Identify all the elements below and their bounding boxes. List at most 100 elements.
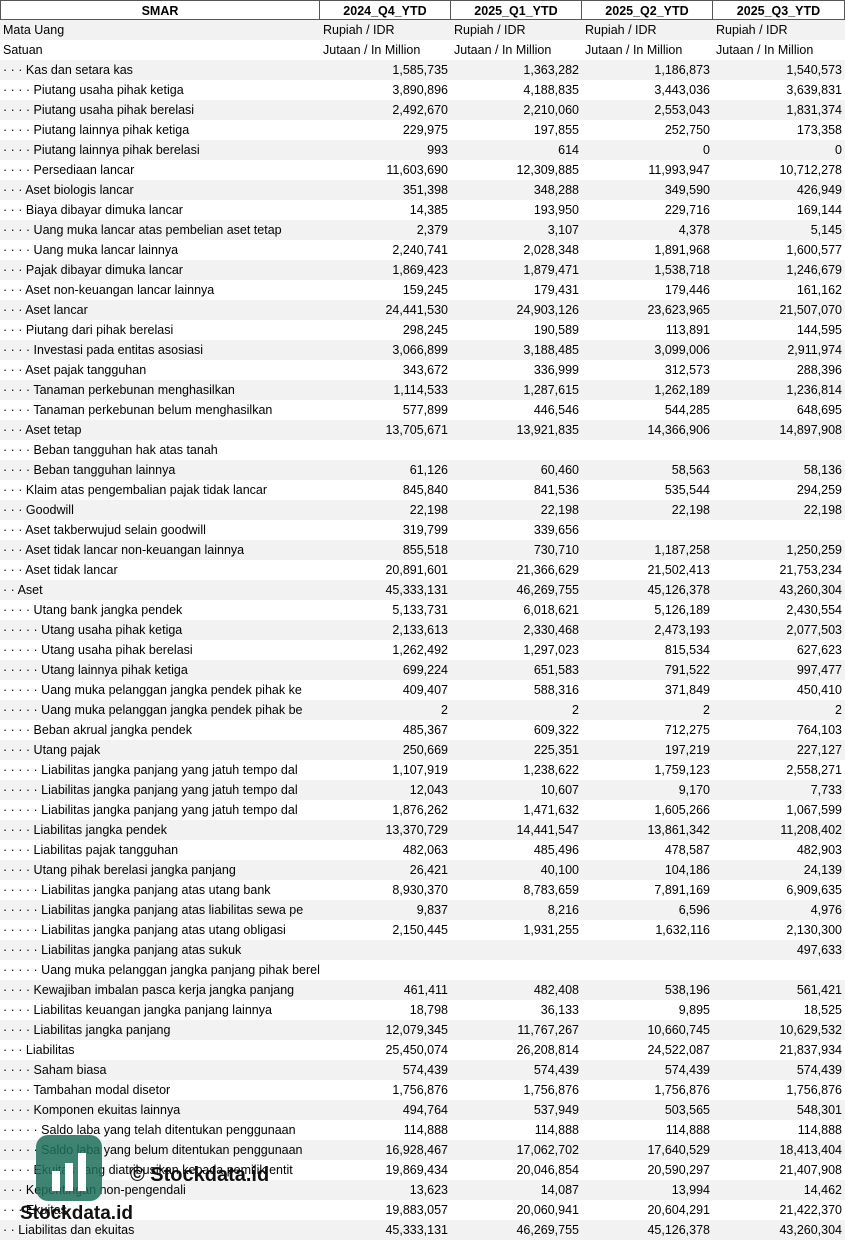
cell: 2,330,468 bbox=[523, 623, 579, 637]
cell: 2025_Q3_YTD bbox=[713, 0, 845, 20]
table-row: · · · Aset tetap 13,705,671 13,921,835 14,3… bbox=[0, 420, 845, 440]
cell: 478,587 bbox=[664, 843, 710, 857]
cell bbox=[582, 940, 713, 960]
cell: 21,507,070 bbox=[779, 303, 842, 317]
cell: 25,450,074 bbox=[385, 1043, 448, 1057]
row-label: · · · Aset takberwujud selain goodwill bbox=[3, 523, 206, 537]
cell: 250,669 bbox=[402, 743, 448, 757]
row-label: Mata Uang bbox=[3, 23, 65, 37]
row-label: · · · · · Uang muka pelanggan jangka pen… bbox=[3, 683, 302, 697]
row-label: · · · · Persediaan lancar bbox=[3, 163, 135, 177]
row-label: · · · · Piutang lainnya pihak berelasi bbox=[3, 143, 200, 157]
table-row: SMAR 2024_Q4_YTD 2025_Q1_YTD 2025_Q2_YTD 202… bbox=[0, 0, 845, 20]
cell: 1,107,919 bbox=[392, 763, 448, 777]
row-label: · · · Klaim atas pengembalian pajak tida… bbox=[3, 483, 268, 497]
cell bbox=[582, 520, 713, 540]
cell: 3,639,831 bbox=[786, 83, 842, 97]
cell: 845,840 bbox=[402, 483, 448, 497]
cell: 343,672 bbox=[402, 363, 448, 377]
cell: 24,522,087 bbox=[647, 1043, 710, 1057]
table-row: Mata Uang Rupiah / IDR Rupiah / IDR Rupiah … bbox=[0, 20, 845, 40]
cell: 2,240,741 bbox=[392, 243, 448, 257]
cell: 627,623 bbox=[796, 643, 842, 657]
cell: 4,378 bbox=[678, 223, 710, 237]
cell: 791,522 bbox=[664, 663, 710, 677]
row-label: · · Aset bbox=[3, 583, 43, 597]
cell: 2025_Q1_YTD bbox=[451, 0, 582, 20]
cell: Jutaan / In Million bbox=[323, 43, 421, 57]
table-row: · · · · Saham biasa 574,439 574,439 574,439… bbox=[0, 1060, 845, 1080]
table-row: · · · Aset non-keuangan lancar lainnya 15… bbox=[0, 280, 845, 300]
table-row: · · · · Liabilitas keuangan jangka panja… bbox=[0, 1000, 845, 1020]
cell: 10,629,532 bbox=[779, 1023, 842, 1037]
cell bbox=[320, 440, 451, 460]
cell: 12,043 bbox=[409, 783, 448, 797]
cell: 588,316 bbox=[533, 683, 579, 697]
cell: 20,891,601 bbox=[385, 563, 448, 577]
cell: 1,471,632 bbox=[523, 803, 579, 817]
row-label: · · · Aset pajak tangguhan bbox=[3, 363, 147, 377]
table-row: · · · Biaya dibayar dimuka lancar 14,385 1… bbox=[0, 200, 845, 220]
cell: 6,909,635 bbox=[786, 883, 842, 897]
table-row: · · · Kas dan setara kas 1,585,735 1,363,2… bbox=[0, 60, 845, 80]
row-label: · · · · Beban tangguhan hak atas tanah bbox=[3, 443, 218, 457]
row-label: · · · · · Saldo laba yang belum ditentuk… bbox=[3, 1143, 303, 1157]
cell: 319,799 bbox=[402, 523, 448, 537]
cell: 371,849 bbox=[664, 683, 710, 697]
cell: 1,756,876 bbox=[523, 1083, 579, 1097]
cell: 609,322 bbox=[533, 723, 579, 737]
table-row: · · · · · Uang muka pelanggan jangka pen… bbox=[0, 680, 845, 700]
cell bbox=[451, 960, 582, 980]
cell: 537,949 bbox=[533, 1103, 579, 1117]
cell: 7,733 bbox=[810, 783, 842, 797]
cell: 11,603,690 bbox=[386, 163, 448, 177]
cell: 336,999 bbox=[533, 363, 579, 377]
cell: 1,246,679 bbox=[786, 263, 842, 277]
cell: 11,993,947 bbox=[648, 163, 710, 177]
cell: 730,710 bbox=[533, 543, 579, 557]
row-label: · · · · Liabilitas jangka pendek bbox=[3, 823, 167, 837]
cell bbox=[713, 440, 845, 460]
row-label: · · · · · Liabilitas jangka panjang atas… bbox=[3, 943, 242, 957]
cell: 351,398 bbox=[402, 183, 448, 197]
table-row: · · · · · Liabilitas jangka panjang atas… bbox=[0, 880, 845, 900]
cell: 6,596 bbox=[678, 903, 710, 917]
cell: 21,422,370 bbox=[779, 1203, 842, 1217]
table-row: · · · · Investasi pada entitas asosiasi 3… bbox=[0, 340, 845, 360]
table-row: · · · Aset lancar 24,441,530 24,903,126 23,… bbox=[0, 300, 845, 320]
cell: 104,186 bbox=[664, 863, 710, 877]
cell: 46,269,755 bbox=[516, 1223, 579, 1237]
table-row: · · · · · Liabilitas jangka panjang yang… bbox=[0, 800, 845, 820]
row-label: · · · Aset tidak lancar non-keuangan lai… bbox=[3, 543, 245, 557]
cell: 1,262,189 bbox=[654, 383, 710, 397]
row-label: · · · · · Liabilitas jangka panjang atas… bbox=[3, 883, 271, 897]
cell: 4,976 bbox=[810, 903, 842, 917]
cell: 1,540,573 bbox=[786, 63, 842, 77]
row-label: · · · · Ekuitas yang diatribusikan kepad… bbox=[3, 1163, 293, 1177]
cell: 1,067,599 bbox=[786, 803, 842, 817]
table-row: · · · · · Utang usaha pihak ketiga 2,133,… bbox=[0, 620, 845, 640]
cell: 1,876,262 bbox=[392, 803, 448, 817]
cell: 22,198 bbox=[540, 503, 579, 517]
cell: 18,525 bbox=[803, 1003, 842, 1017]
table-row: · · · Aset takberwujud selain goodwill 31… bbox=[0, 520, 845, 540]
row-label: · · · · · Liabilitas jangka panjang yang… bbox=[3, 783, 298, 797]
cell: 348,288 bbox=[533, 183, 579, 197]
cell: Jutaan / In Million bbox=[585, 43, 683, 57]
cell: 179,431 bbox=[533, 283, 579, 297]
cell: 2 bbox=[572, 703, 579, 717]
cell: 2 bbox=[703, 703, 710, 717]
cell: 17,062,702 bbox=[516, 1143, 579, 1157]
cell: 9,895 bbox=[678, 1003, 710, 1017]
row-label: · · · · Liabilitas keuangan jangka panja… bbox=[3, 1003, 272, 1017]
row-label: · · · · Investasi pada entitas asosiasi bbox=[3, 343, 204, 357]
table-row: · · · · Uang muka lancar lainnya 2,240,74… bbox=[0, 240, 845, 260]
table-row: · · · · · Liabilitas jangka panjang atas… bbox=[0, 900, 845, 920]
row-label: · · · Pajak dibayar dimuka lancar bbox=[3, 263, 183, 277]
cell: 0 bbox=[703, 143, 710, 157]
cell bbox=[582, 960, 713, 980]
row-label: · · · Aset tetap bbox=[3, 423, 82, 437]
cell: 1,756,876 bbox=[392, 1083, 448, 1097]
cell: 2,028,348 bbox=[523, 243, 579, 257]
cell: 159,245 bbox=[402, 283, 448, 297]
